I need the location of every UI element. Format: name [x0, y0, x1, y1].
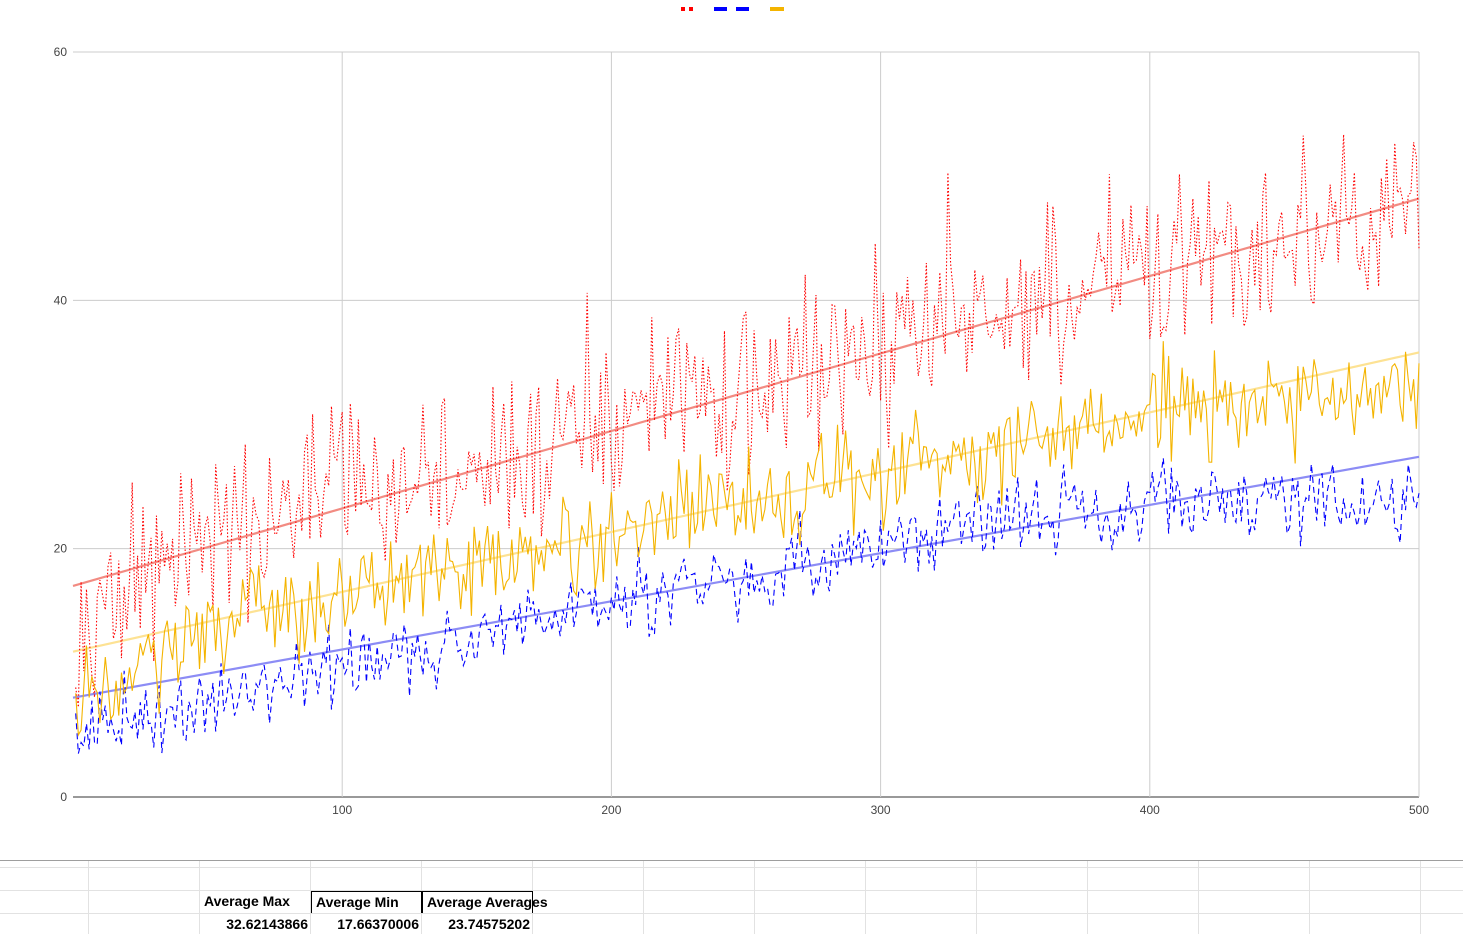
y-tick-label: 20	[54, 542, 68, 556]
y-tick-label: 0	[60, 790, 67, 804]
value-average-min[interactable]: 17.66370006	[337, 916, 419, 932]
series-line-avg	[75, 341, 1420, 737]
x-tick-label: 500	[1409, 803, 1429, 817]
x-tick-label: 200	[601, 803, 621, 817]
trendlines	[72, 197, 1420, 699]
value-average-averages[interactable]: 23.74575202	[448, 916, 530, 932]
y-tick-label: 40	[54, 293, 68, 307]
y-tick-label: 60	[54, 45, 68, 59]
header-average-max[interactable]: Average Max	[204, 893, 290, 909]
header-average-min[interactable]: Average Min	[311, 891, 422, 913]
axis-labels: 0 20 40 60 100 200 300 400 500	[54, 45, 1430, 817]
trendline-min	[72, 455, 1420, 699]
series-line-max	[75, 134, 1420, 708]
line-chart: 0 20 40 60 100 200 300 400 500	[54, 7, 1430, 817]
trendline-avg	[72, 351, 1420, 653]
value-average-max[interactable]: 32.62143866	[226, 916, 308, 932]
x-tick-label: 100	[332, 803, 352, 817]
spreadsheet-grid: Average Max Average Min Average Averages…	[0, 860, 1463, 934]
grid	[73, 51, 1420, 798]
x-tick-label: 300	[871, 803, 891, 817]
header-average-averages[interactable]: Average Averages	[422, 891, 548, 913]
x-tick-label: 400	[1140, 803, 1160, 817]
series-line-min	[75, 457, 1420, 754]
trendline-max	[72, 197, 1420, 587]
series-lines	[75, 134, 1420, 754]
